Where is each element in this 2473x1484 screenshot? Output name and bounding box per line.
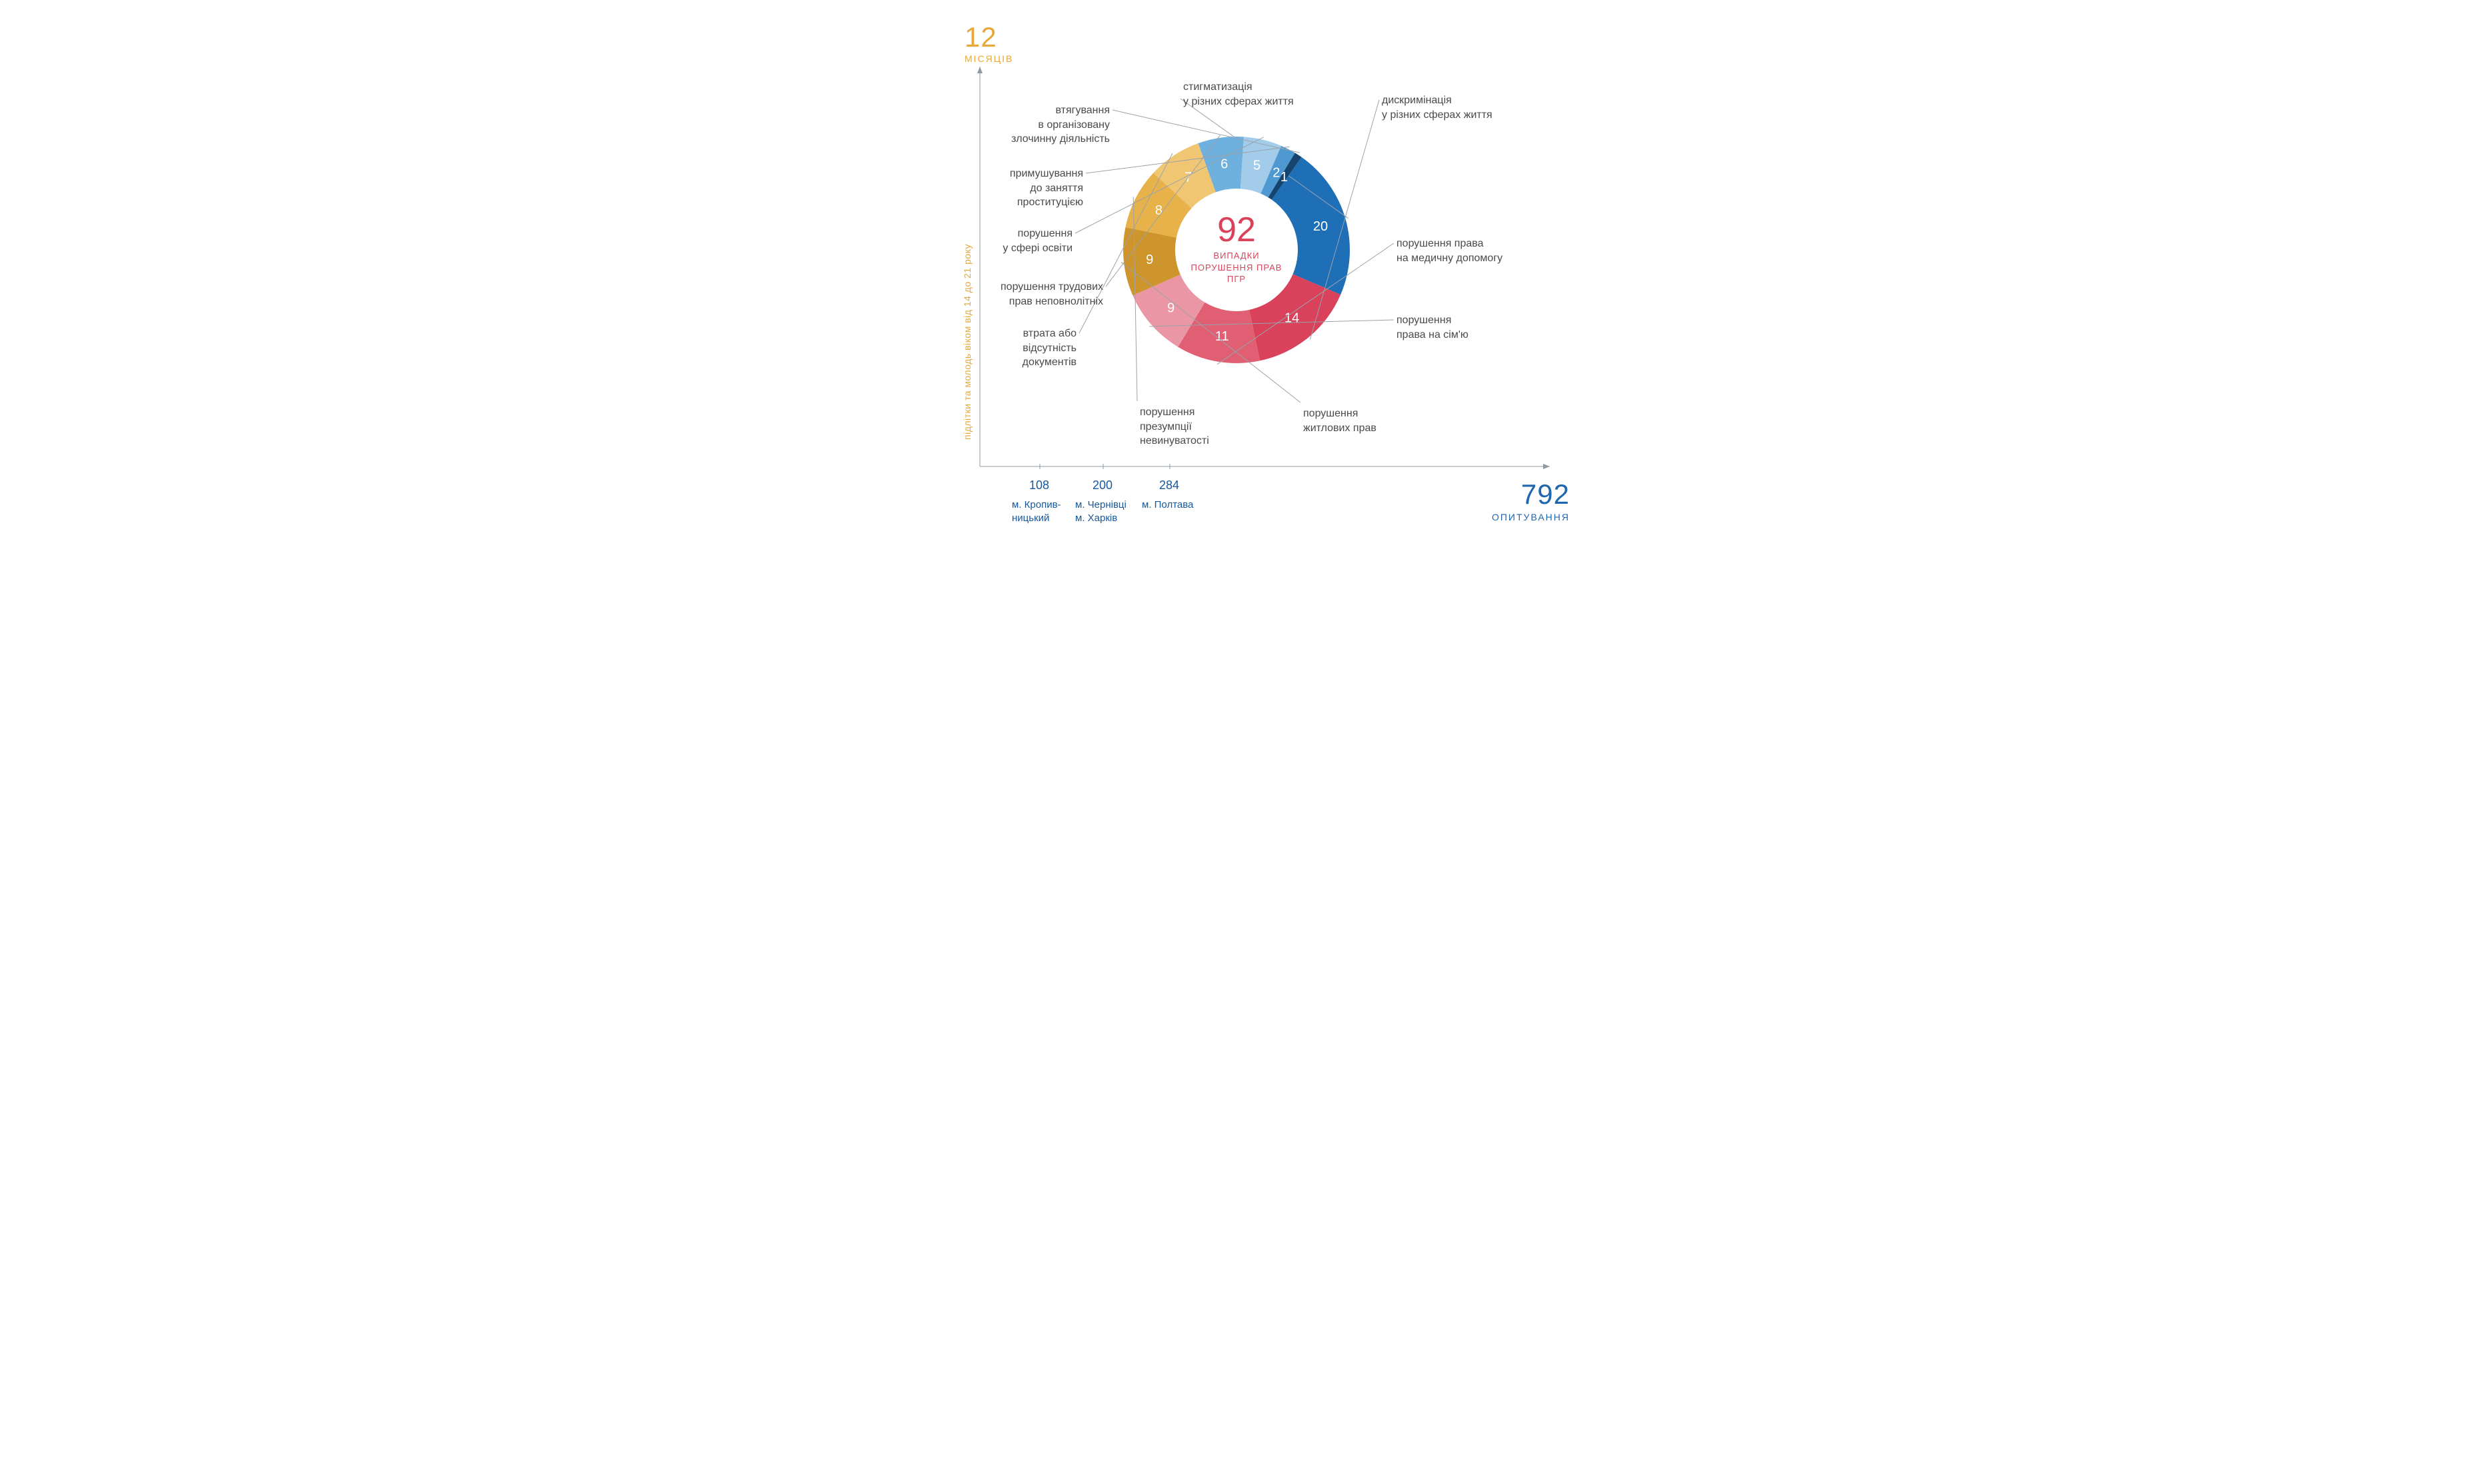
svg-text:11: 11 — [1215, 329, 1229, 344]
x-tick-value: 284 — [1159, 478, 1179, 492]
slice-label: порушення права на сім'ю — [1396, 313, 1468, 342]
slice-label: дискримінація у різних сферах життя — [1382, 93, 1492, 122]
svg-text:1: 1 — [1280, 170, 1288, 185]
x-tick-label: м. Чернівці м. Харків — [1075, 498, 1127, 524]
slice-label: втягування в організовану злочинну діяль… — [1011, 103, 1110, 147]
slice-label: порушення у сфері освіти — [1003, 227, 1073, 255]
x-tick-label: м. Кропив- ницький — [1012, 498, 1061, 524]
y-axis-number: 12 — [965, 21, 997, 53]
slice-label: порушення трудових прав неповнолітніх — [1001, 280, 1103, 309]
svg-text:8: 8 — [1155, 203, 1163, 218]
x-tick-value: 200 — [1093, 478, 1113, 492]
x-tick-label: м. Полтава — [1142, 498, 1193, 512]
donut-center-text: ВИПАДКИ ПОРУШЕННЯ ПРАВ ПГР — [1189, 250, 1284, 285]
x-axis-number: 792 — [1521, 478, 1570, 510]
x-tick-value: 108 — [1029, 478, 1049, 492]
svg-text:9: 9 — [1146, 253, 1153, 267]
slice-label: стигматизація у різних сферах життя — [1183, 80, 1294, 109]
svg-text:5: 5 — [1253, 159, 1260, 173]
y-axis-caption: МІСЯЦІВ — [965, 53, 1013, 64]
svg-text:20: 20 — [1313, 219, 1328, 234]
donut-center-number: 92 — [1197, 210, 1276, 250]
slice-label: примушування до заняття проституцією — [1010, 167, 1083, 210]
svg-text:6: 6 — [1221, 157, 1228, 171]
infographic-canvas: 20141199876521 12 МІСЯЦІВ підлітки та мо… — [770, 0, 1703, 560]
slice-label: порушення права на медичну допомогу — [1396, 237, 1502, 265]
svg-text:2: 2 — [1272, 165, 1280, 180]
slice-label: втрата або відсутність документів — [1023, 327, 1077, 370]
slice-label: порушення презумпції невинуватості — [1140, 405, 1209, 448]
y-axis-side-label: підлітки та молодь віком від 14 до 21 ро… — [962, 244, 973, 440]
slice-label: порушення житлових прав — [1303, 406, 1376, 435]
x-axis-caption: ОПИТУВАННЯ — [1492, 512, 1570, 522]
